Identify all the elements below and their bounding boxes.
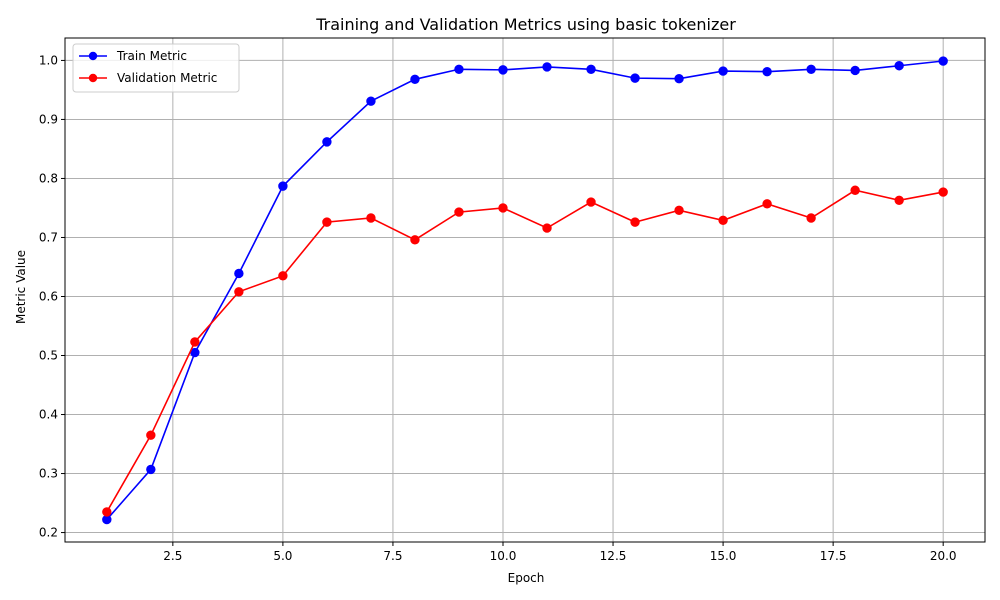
series-1-point bbox=[938, 187, 948, 197]
series-1-point bbox=[850, 185, 860, 195]
y-tick-label: 0.5 bbox=[39, 349, 58, 363]
series-1-point bbox=[674, 205, 684, 216]
series-1-point bbox=[234, 287, 244, 297]
series-1-point bbox=[762, 199, 772, 209]
series-1-point bbox=[806, 213, 816, 223]
y-tick-label: 0.6 bbox=[39, 289, 58, 303]
series-0-point bbox=[630, 73, 640, 83]
x-tick-label: 10.0 bbox=[490, 549, 517, 563]
y-tick-label: 0.4 bbox=[39, 408, 58, 422]
series-layer bbox=[102, 56, 948, 525]
series-1-point bbox=[586, 197, 596, 207]
series-0-point bbox=[894, 61, 904, 71]
legend: Train Metric Validation Metric bbox=[72, 43, 240, 93]
series-1-point bbox=[278, 271, 288, 281]
series-0-point bbox=[234, 268, 244, 279]
series-1-point bbox=[894, 195, 904, 205]
x-tick-label: 20.0 bbox=[930, 549, 957, 563]
series-0-point bbox=[322, 137, 332, 147]
series-0-point bbox=[454, 64, 464, 74]
x-tick-label: 15.0 bbox=[710, 549, 737, 563]
x-tick-label: 5.0 bbox=[273, 549, 292, 563]
axis-ticks: 2.5 5.0 7.5 10.0 12.5 15.0 17.5 20.0 0.2 0.3 0.4 0.… bbox=[39, 53, 957, 563]
series-0-point bbox=[674, 74, 684, 84]
series-0-point bbox=[718, 66, 728, 76]
series-0-point bbox=[542, 62, 552, 72]
series-1-point bbox=[190, 337, 200, 347]
x-tick-label: 2.5 bbox=[163, 549, 182, 563]
series-1-point bbox=[454, 207, 464, 217]
series-1-point bbox=[322, 217, 332, 227]
legend-marker-0 bbox=[88, 51, 98, 61]
series-0-point bbox=[498, 65, 508, 75]
y-tick-label: 0.7 bbox=[39, 230, 58, 244]
y-tick-label: 0.3 bbox=[39, 467, 58, 481]
series-1-point bbox=[366, 213, 376, 223]
chart-title: Training and Validation Metrics using ba… bbox=[315, 15, 736, 34]
series-1-point bbox=[630, 217, 640, 227]
x-tick-label: 12.5 bbox=[600, 549, 627, 563]
series-1-point bbox=[542, 223, 552, 233]
series-0-point bbox=[278, 181, 288, 191]
series-0-point bbox=[938, 56, 948, 66]
series-0-point bbox=[806, 64, 816, 74]
legend-label-0: Train Metric bbox=[116, 49, 187, 63]
series-0-point bbox=[762, 66, 772, 77]
series-1-point bbox=[102, 507, 112, 517]
y-tick-label: 0.2 bbox=[39, 526, 58, 540]
x-tick-label: 17.5 bbox=[820, 549, 847, 563]
series-line-0 bbox=[106, 60, 944, 521]
series-0-point bbox=[850, 65, 860, 76]
series-1-point bbox=[498, 203, 508, 213]
series-0-point bbox=[410, 74, 420, 85]
grid bbox=[65, 38, 985, 542]
legend-marker-1 bbox=[88, 73, 98, 83]
y-tick-label: 0.8 bbox=[39, 171, 58, 185]
x-axis-label: Epoch bbox=[508, 571, 545, 585]
series-1-point bbox=[146, 430, 156, 440]
series-1-point bbox=[410, 235, 420, 245]
series-0-point bbox=[146, 464, 156, 475]
y-tick-label: 1.0 bbox=[39, 53, 58, 67]
series-0-point bbox=[102, 514, 112, 525]
legend-box bbox=[72, 43, 240, 93]
plot-frame bbox=[64, 37, 986, 543]
legend-label-1: Validation Metric bbox=[117, 71, 217, 85]
x-tick-label: 7.5 bbox=[383, 549, 402, 563]
series-0-point bbox=[586, 64, 596, 74]
y-axis-label: Metric Value bbox=[14, 250, 28, 324]
series-0-point bbox=[366, 96, 376, 106]
series-line-1 bbox=[106, 189, 944, 513]
series-1-point bbox=[718, 215, 728, 226]
y-tick-label: 0.9 bbox=[39, 112, 58, 126]
